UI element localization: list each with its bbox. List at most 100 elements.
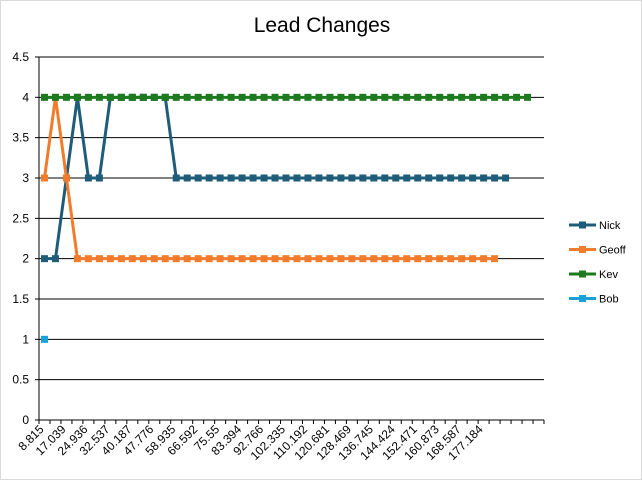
data-point [447, 255, 455, 263]
data-point [414, 255, 422, 263]
data-point [502, 93, 510, 101]
data-point [40, 335, 48, 343]
data-point [425, 255, 433, 263]
legend: Nick Geoff Kev Bob [569, 220, 627, 306]
data-point [183, 93, 191, 101]
data-point [271, 255, 279, 263]
legend-label: Geoff [599, 245, 627, 257]
y-tick-label: 4 [22, 90, 29, 104]
data-point [238, 255, 246, 263]
data-point [436, 255, 444, 263]
data-point [128, 93, 136, 101]
data-point [370, 93, 378, 101]
data-point [260, 174, 268, 182]
data-point [414, 174, 422, 182]
data-point [194, 93, 202, 101]
data-point [403, 174, 411, 182]
data-point [524, 93, 532, 101]
data-point [205, 255, 213, 263]
data-point [95, 93, 103, 101]
legend-swatch-marker [579, 221, 586, 229]
data-point [436, 93, 444, 101]
series-lines [40, 93, 532, 343]
data-point [381, 174, 389, 182]
data-point [447, 174, 455, 182]
data-point [480, 93, 488, 101]
data-point [128, 255, 136, 263]
data-point [227, 174, 235, 182]
data-point [348, 255, 356, 263]
data-point [392, 93, 400, 101]
legend-item: Nick [569, 220, 621, 232]
chart-title: Lead Changes [254, 14, 391, 37]
data-point [172, 93, 180, 101]
data-point [491, 174, 499, 182]
data-point [216, 255, 224, 263]
legend-label: Bob [599, 294, 619, 306]
data-point [260, 93, 268, 101]
y-tick-label: 4.5 [12, 50, 29, 64]
data-point [359, 255, 367, 263]
data-point [293, 255, 301, 263]
data-point [315, 174, 323, 182]
data-point [40, 93, 48, 101]
data-point [304, 93, 312, 101]
data-point [194, 255, 202, 263]
data-point [249, 255, 257, 263]
legend-label: Nick [599, 220, 621, 232]
data-point [458, 255, 466, 263]
data-point [403, 93, 411, 101]
data-point [491, 255, 499, 263]
data-point [282, 255, 290, 263]
data-point [425, 93, 433, 101]
data-point [161, 255, 169, 263]
data-point [62, 174, 70, 182]
data-point [337, 255, 345, 263]
y-tick-label: 2 [22, 252, 29, 266]
data-point [51, 255, 59, 263]
data-point [359, 93, 367, 101]
data-point [480, 174, 488, 182]
legend-item: Geoff [569, 245, 627, 257]
data-point [172, 174, 180, 182]
data-point [95, 174, 103, 182]
data-point [51, 93, 59, 101]
y-tick-label: 2.5 [12, 211, 29, 225]
series-nick [40, 93, 510, 263]
data-point [216, 93, 224, 101]
data-point [337, 174, 345, 182]
data-point [238, 174, 246, 182]
y-tick-label: 3.5 [12, 131, 29, 145]
data-point [458, 174, 466, 182]
data-point [139, 93, 147, 101]
data-point [282, 93, 290, 101]
data-point [172, 255, 180, 263]
y-tick-label: 0 [22, 413, 29, 427]
data-point [40, 174, 48, 182]
data-point [304, 255, 312, 263]
data-point [469, 255, 477, 263]
data-point [392, 174, 400, 182]
data-point [84, 255, 92, 263]
data-point [425, 174, 433, 182]
data-point [84, 93, 92, 101]
y-tick-label: 3 [22, 171, 29, 185]
data-point [293, 93, 301, 101]
legend-label: Kev [599, 269, 618, 281]
data-point [227, 93, 235, 101]
legend-item: Kev [569, 269, 618, 281]
data-point [326, 255, 334, 263]
data-point [150, 93, 158, 101]
data-point [249, 93, 257, 101]
data-point [183, 255, 191, 263]
data-point [106, 255, 114, 263]
data-point [480, 255, 488, 263]
data-point [315, 93, 323, 101]
legend-swatch-marker [579, 270, 586, 278]
data-point [205, 174, 213, 182]
data-point [337, 93, 345, 101]
data-point [326, 174, 334, 182]
data-point [436, 174, 444, 182]
data-point [392, 255, 400, 263]
